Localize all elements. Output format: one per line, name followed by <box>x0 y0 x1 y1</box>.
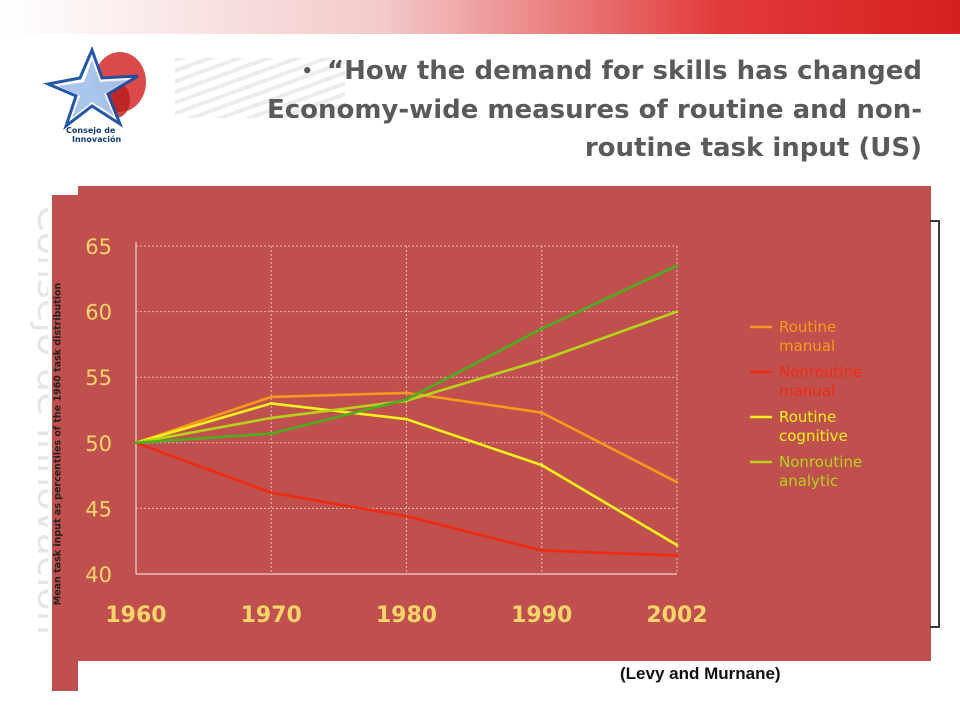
logo-star-icon <box>42 45 146 131</box>
data-point <box>269 395 273 399</box>
data-point <box>540 327 544 331</box>
logo <box>28 40 178 150</box>
data-point <box>540 358 544 362</box>
watermark: Consejo de Innovación <box>29 205 48 635</box>
legend-label-2: Routine <box>779 408 836 426</box>
legend-label-1: Nonroutine <box>779 363 862 381</box>
y-tick-label: 45 <box>85 497 112 521</box>
data-point <box>675 310 679 313</box>
data-point <box>405 514 408 518</box>
data-point <box>405 398 408 401</box>
slide-title: • “How the demand for skills has changed … <box>222 52 922 167</box>
source-citation: (Levy and Murnane) <box>620 664 781 683</box>
data-point <box>405 417 408 421</box>
title-line-1: “How the demand for skills has changed <box>327 56 922 86</box>
top-accent-bar <box>0 0 960 34</box>
logo-text: Consejo de Innovación <box>66 126 121 144</box>
y-tick-label: 65 <box>85 235 112 259</box>
legend-label-0-line2: manual <box>779 337 835 355</box>
legend-label-3-line2: analytic <box>779 472 838 490</box>
data-point <box>269 416 273 420</box>
data-point <box>675 480 679 484</box>
y-tick-label: 60 <box>85 301 112 325</box>
data-point <box>540 411 544 415</box>
data-point <box>405 391 408 395</box>
decorative-stripes <box>175 58 345 118</box>
x-tick-label: 1980 <box>376 603 437 628</box>
logo-text-line1: Consejo de <box>66 126 116 135</box>
chart-area <box>78 186 931 661</box>
legend-label-2-line2: cognitive <box>779 427 848 445</box>
data-point <box>675 264 679 268</box>
title-line-3: routine task input (US) <box>584 132 922 163</box>
x-tick-label: 1970 <box>241 603 302 628</box>
watermark-text: Consejo de Innovación <box>29 205 48 635</box>
y-axis-label-panel <box>52 195 78 691</box>
chart-frame-border <box>930 220 940 628</box>
data-point <box>540 463 544 467</box>
legend-label-1-line2: manual <box>779 382 835 400</box>
title-bullet: • <box>301 60 314 82</box>
x-tick-label: 1990 <box>511 603 572 628</box>
data-point <box>134 441 138 445</box>
y-tick-label: 55 <box>85 366 112 390</box>
legend-label-3: Nonroutine <box>779 453 862 471</box>
data-point <box>269 402 273 405</box>
logo-text-line2: Innovación <box>72 135 122 144</box>
data-point <box>269 491 273 495</box>
data-point <box>540 548 544 552</box>
data-point <box>269 432 273 436</box>
x-tick-label: 1960 <box>105 603 166 628</box>
y-tick-label: 40 <box>85 563 112 587</box>
title-line-2: Economy-wide measures of routine and non… <box>266 94 922 125</box>
legend-label-0: Routine <box>779 318 836 336</box>
data-point <box>675 554 679 558</box>
data-point <box>675 543 679 547</box>
x-tick-label: 2002 <box>646 603 707 628</box>
y-tick-label: 50 <box>85 432 112 456</box>
